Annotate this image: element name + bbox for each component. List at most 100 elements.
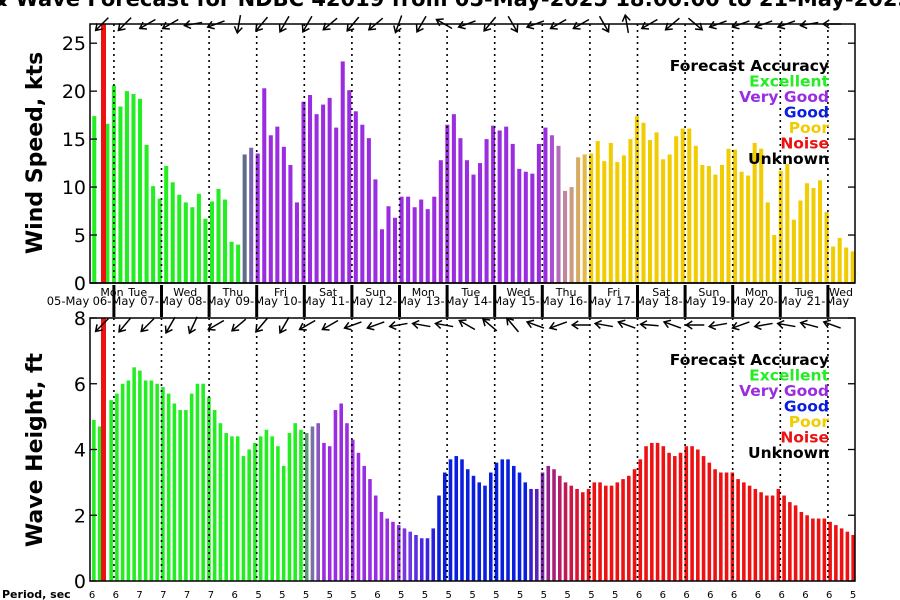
period-value: 5 bbox=[493, 590, 499, 600]
period-value: 7 bbox=[208, 590, 214, 600]
bar bbox=[362, 465, 366, 581]
direction-arrow bbox=[684, 320, 705, 330]
direction-arrow bbox=[593, 319, 613, 329]
period-value: 6 bbox=[826, 590, 832, 600]
now-marker bbox=[101, 24, 106, 283]
direction-arrow bbox=[207, 319, 225, 331]
bar bbox=[460, 459, 464, 581]
bar bbox=[144, 144, 149, 283]
bar bbox=[765, 202, 770, 283]
bar bbox=[143, 380, 148, 581]
bar bbox=[510, 143, 515, 283]
x-tick-day: Wed bbox=[507, 286, 531, 299]
bar bbox=[575, 488, 579, 581]
bar bbox=[791, 219, 796, 283]
direction-arrow bbox=[233, 15, 243, 35]
bar bbox=[224, 433, 228, 581]
period-value: 5 bbox=[255, 590, 261, 600]
bar bbox=[648, 140, 653, 283]
direction-arrow bbox=[776, 319, 796, 329]
bar bbox=[448, 459, 453, 581]
bar bbox=[327, 97, 332, 283]
bar bbox=[667, 452, 671, 581]
bar bbox=[837, 237, 842, 283]
bar bbox=[644, 446, 648, 581]
direction-arrow bbox=[411, 319, 431, 329]
bar bbox=[552, 469, 556, 581]
bar bbox=[581, 492, 585, 581]
bar bbox=[177, 194, 182, 283]
direction-arrow bbox=[799, 20, 819, 30]
bar bbox=[546, 465, 551, 581]
direction-arrow bbox=[621, 13, 631, 33]
bar bbox=[242, 154, 247, 283]
bar bbox=[258, 436, 263, 581]
y-tick-label: 2 bbox=[74, 505, 86, 527]
day-divider bbox=[826, 285, 830, 317]
period-value: 5 bbox=[327, 590, 333, 600]
bar bbox=[563, 190, 568, 283]
direction-arrow bbox=[707, 321, 728, 331]
x-tick-day: Fri bbox=[274, 286, 287, 299]
legend-title: Forecast Accuracy bbox=[670, 351, 829, 369]
bar bbox=[615, 162, 620, 283]
period-value: 5 bbox=[541, 590, 547, 600]
bar bbox=[719, 165, 724, 283]
x-tick-day: Wed bbox=[173, 286, 197, 299]
x-tick-day: Fri bbox=[607, 286, 620, 299]
bar bbox=[661, 159, 666, 283]
x-tick-day: Sun bbox=[698, 286, 719, 299]
bar bbox=[92, 116, 97, 283]
day-divider bbox=[778, 285, 782, 317]
bar bbox=[701, 456, 706, 581]
bar bbox=[693, 145, 698, 283]
bar bbox=[684, 446, 689, 581]
bar bbox=[582, 154, 587, 283]
period-value: 6 bbox=[683, 590, 689, 600]
bar bbox=[183, 202, 188, 283]
bar bbox=[540, 472, 545, 581]
bar bbox=[138, 370, 142, 581]
bar bbox=[345, 423, 349, 581]
direction-arrow bbox=[138, 18, 156, 30]
direction-arrow bbox=[639, 320, 659, 330]
bar bbox=[249, 147, 254, 283]
x-tick-date: 07-May bbox=[140, 294, 183, 308]
bar bbox=[195, 383, 200, 581]
x-tick-date: 15-May bbox=[521, 294, 564, 308]
bar bbox=[845, 531, 850, 581]
bar bbox=[442, 472, 447, 581]
bar bbox=[765, 495, 769, 581]
period-value: 6 bbox=[232, 590, 238, 600]
direction-arrow bbox=[187, 316, 198, 335]
x-tick-date: 20-May bbox=[759, 294, 802, 308]
bar bbox=[132, 367, 136, 581]
bar bbox=[255, 153, 260, 283]
bar bbox=[488, 472, 493, 581]
bar bbox=[632, 469, 637, 581]
bar bbox=[304, 433, 309, 581]
bar bbox=[161, 387, 165, 581]
direction-arrow bbox=[255, 317, 269, 333]
bar bbox=[778, 170, 783, 283]
direction-arrow bbox=[230, 318, 247, 332]
bar bbox=[189, 393, 194, 581]
bar bbox=[706, 165, 711, 283]
period-value: 6 bbox=[374, 590, 380, 600]
direction-arrow bbox=[662, 319, 682, 329]
x-tick-day: Sat bbox=[319, 286, 338, 299]
bar bbox=[281, 465, 286, 581]
bar bbox=[109, 400, 113, 581]
bar bbox=[500, 459, 505, 581]
y-tick-label: 15 bbox=[62, 129, 86, 151]
day-divider bbox=[636, 285, 639, 317]
bar bbox=[772, 235, 777, 283]
day-divider bbox=[445, 285, 449, 317]
period-value: 5 bbox=[469, 590, 475, 600]
bar bbox=[608, 142, 613, 283]
legend-entry: Good bbox=[784, 104, 829, 122]
bar bbox=[700, 165, 705, 283]
direction-arrow bbox=[481, 318, 498, 332]
now-marker bbox=[101, 318, 106, 581]
y-tick-label: 8 bbox=[74, 308, 86, 330]
